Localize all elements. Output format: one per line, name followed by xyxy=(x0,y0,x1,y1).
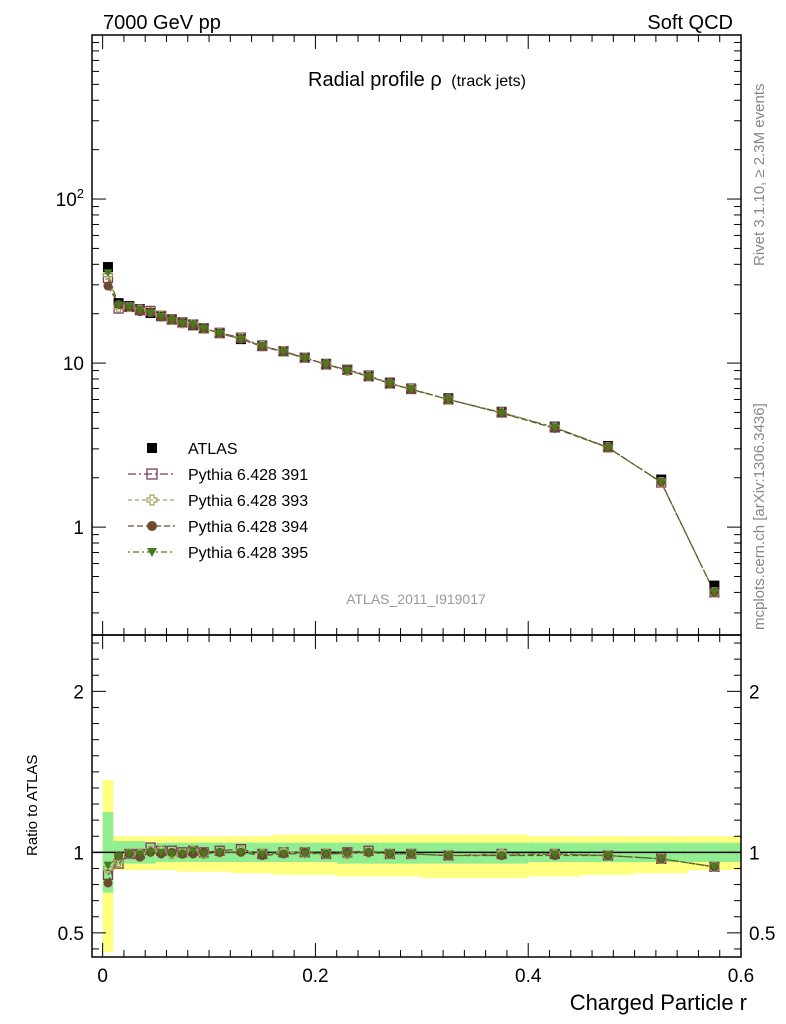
mc-point xyxy=(300,354,310,363)
mc-point xyxy=(236,335,246,344)
legend-label: ATLAS xyxy=(188,441,238,458)
ratio-point xyxy=(406,850,416,859)
analysis-tag: ATLAS_2011_I919017 xyxy=(346,591,486,607)
legend-marker xyxy=(147,443,157,453)
ratio-ylabel: Ratio to ATLAS xyxy=(24,755,41,856)
mc-point xyxy=(114,301,124,310)
mc-point xyxy=(497,409,507,418)
ratio-point xyxy=(177,850,187,859)
ratio-point xyxy=(215,848,225,857)
ratio-point xyxy=(167,850,177,859)
mc-point xyxy=(656,478,666,487)
ratio-frame xyxy=(91,634,742,958)
process-label: Soft QCD xyxy=(647,12,733,34)
ratio-plot: 0.5 0.5 1 1 2 2 0 0.2 0.4 0.6 xyxy=(58,634,775,987)
legend-marker xyxy=(147,548,157,557)
mc-point xyxy=(103,269,113,278)
mc-point xyxy=(167,316,177,325)
legend-label: Pythia 6.428 395 xyxy=(188,545,308,562)
legend-marker xyxy=(146,494,158,506)
mc-point xyxy=(443,395,453,404)
legend-marker xyxy=(147,521,157,531)
main-plot: 1 10 102 xyxy=(56,34,742,636)
ratio-y-tick-label: 2 xyxy=(73,682,84,703)
ratio-y-tick-label-right: 1 xyxy=(749,843,760,864)
plot-title: Radial profile ρ (track jets) xyxy=(308,69,526,91)
ratio-y-tick-label: 1 xyxy=(73,843,84,864)
x-tick-label: 0.2 xyxy=(302,966,328,987)
plot-title-main: Radial profile ρ xyxy=(308,69,442,91)
data-point xyxy=(102,262,113,273)
mc-point xyxy=(385,379,395,389)
ratio-point xyxy=(124,850,134,859)
mc-point xyxy=(146,309,156,318)
ratio-point xyxy=(364,848,374,857)
x-axis-label: Charged Particle r xyxy=(570,990,747,1015)
mc-point xyxy=(279,348,289,357)
mc-point xyxy=(406,385,416,394)
ratio-point xyxy=(135,850,145,859)
mc-point xyxy=(215,329,225,338)
ratio-point xyxy=(497,851,507,861)
mc-point xyxy=(550,423,560,432)
x-tick-label: 0.4 xyxy=(515,966,542,987)
mcplots-label: mcplots.cern.ch [arXiv:1306.3436] xyxy=(751,403,768,630)
ratio-point xyxy=(550,850,560,859)
ratio-point xyxy=(102,863,114,874)
ratio-point xyxy=(342,850,352,859)
mc-point xyxy=(135,306,145,315)
ratio-point xyxy=(103,878,113,888)
ratio-point xyxy=(603,851,613,861)
ratio-point xyxy=(236,848,246,857)
legend-label: Pythia 6.428 394 xyxy=(188,519,308,536)
legend-label: Pythia 6.428 391 xyxy=(188,467,308,484)
ratio-point xyxy=(114,853,124,862)
mc-point xyxy=(103,281,113,291)
ratio-point xyxy=(146,848,156,857)
mc-point xyxy=(342,366,352,376)
mc-point xyxy=(177,319,187,328)
ratio-point xyxy=(103,861,113,870)
rivet-label: Rivet 3.1.10, ≥ 2.3M events xyxy=(751,84,768,267)
legend-label: Pythia 6.428 393 xyxy=(188,493,308,510)
ratio-point xyxy=(188,847,198,856)
legend: ATLAS Pythia 6.428 391 Pythia 6.428 393 Pyt… xyxy=(128,441,308,562)
mc-point xyxy=(156,312,166,321)
ratio-point xyxy=(279,850,289,859)
ratio-point xyxy=(199,850,209,859)
ratio-point xyxy=(321,850,331,859)
ratio-y-tick-label-right: 0.5 xyxy=(749,924,775,945)
ratio-point xyxy=(113,856,124,868)
ratio-y-tick-label-right: 2 xyxy=(749,682,760,703)
plot-title-sub: (track jets) xyxy=(451,73,526,90)
ratio-point xyxy=(257,850,267,859)
mc-point xyxy=(188,320,198,329)
x-tick-label: 0.6 xyxy=(728,966,754,987)
data-point xyxy=(709,580,720,591)
mc-point xyxy=(321,360,331,370)
ratio-point xyxy=(385,850,395,859)
mc-point xyxy=(603,444,613,453)
mc-point xyxy=(709,588,719,597)
mc-point xyxy=(199,325,209,334)
mc-point xyxy=(124,302,134,312)
mc-point xyxy=(257,342,267,351)
energy-label: 7000 GeV pp xyxy=(103,12,221,34)
x-tick-label: 0 xyxy=(97,966,108,987)
ratio-point xyxy=(300,850,310,859)
ratio-point xyxy=(709,863,719,872)
y-tick-label: 1 xyxy=(73,518,84,539)
ratio-y-tick-label: 0.5 xyxy=(58,924,84,945)
y-tick-label: 10 xyxy=(63,354,84,375)
ratio-point xyxy=(156,848,166,857)
ratio-point xyxy=(656,855,666,864)
y-tick-label: 102 xyxy=(56,186,84,211)
mc-point xyxy=(364,372,374,381)
legend-marker xyxy=(146,468,158,480)
ratio-point xyxy=(443,851,453,861)
